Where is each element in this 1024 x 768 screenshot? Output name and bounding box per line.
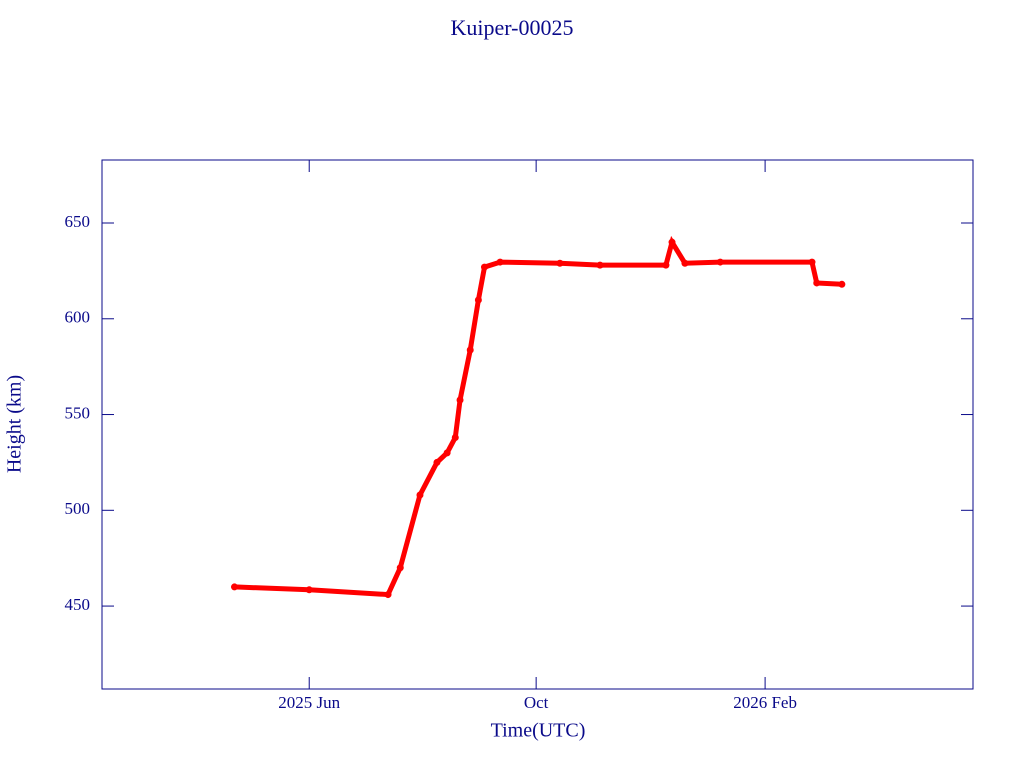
x-tick-label: 2026 Feb xyxy=(733,693,797,712)
y-axis-label: Height (km) xyxy=(4,375,26,473)
data-point xyxy=(681,259,689,267)
data-point xyxy=(813,279,821,287)
data-point xyxy=(556,259,564,267)
x-tick-label: 2025 Jun xyxy=(278,693,340,712)
data-point xyxy=(668,238,676,246)
data-point xyxy=(481,263,489,271)
data-point xyxy=(466,346,474,354)
data-point xyxy=(474,296,482,304)
y-tick-label: 450 xyxy=(65,595,91,614)
data-point xyxy=(305,586,313,594)
data-point xyxy=(808,258,816,266)
series-line xyxy=(234,235,843,598)
data-point xyxy=(596,261,604,269)
data-point xyxy=(496,258,504,266)
x-tick-label: Oct xyxy=(524,693,549,712)
data-point xyxy=(456,396,464,404)
y-tick-label: 550 xyxy=(65,403,91,422)
data-point xyxy=(230,583,238,591)
data-point xyxy=(396,564,404,572)
chart-title: Kuiper-00025 xyxy=(451,15,574,40)
data-point xyxy=(433,458,441,466)
y-tick-label: 500 xyxy=(65,499,91,518)
data-point xyxy=(384,591,392,599)
data-point xyxy=(416,491,424,499)
data-point xyxy=(662,261,670,269)
plot-frame xyxy=(101,159,974,690)
y-tick-label: 600 xyxy=(65,308,91,327)
data-point xyxy=(451,434,459,442)
data-point xyxy=(716,258,724,266)
y-tick-label: 650 xyxy=(65,212,91,231)
x-axis-label: Time(UTC) xyxy=(491,720,586,742)
data-point xyxy=(838,280,846,288)
data-point xyxy=(443,449,451,457)
